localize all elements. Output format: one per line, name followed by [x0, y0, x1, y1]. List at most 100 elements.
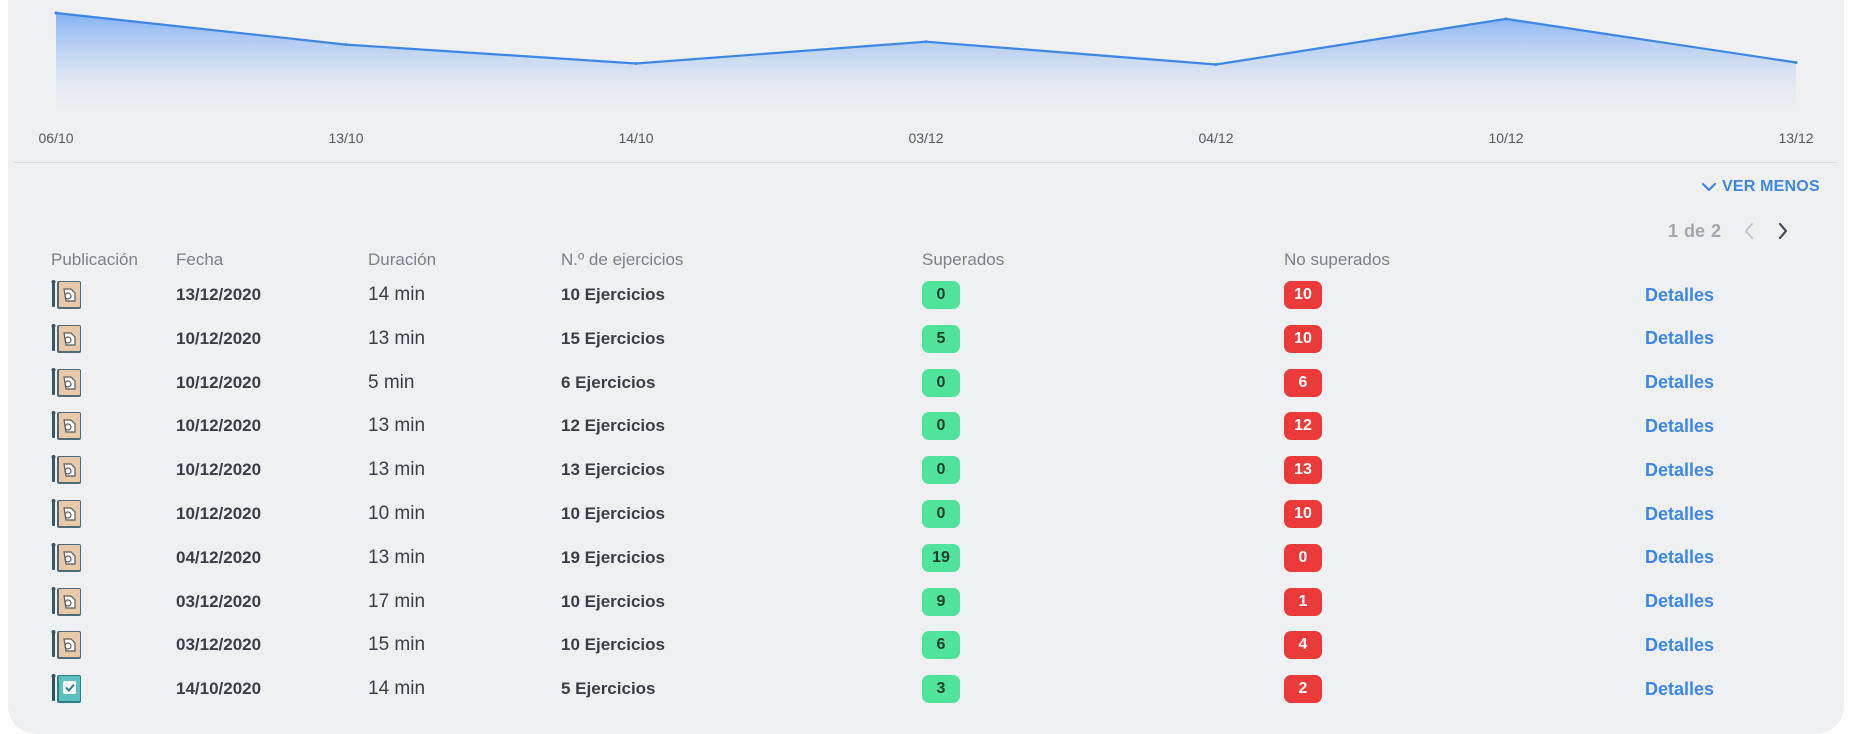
row-date: 10/12/2020	[176, 328, 262, 348]
failed-cell: 13	[1284, 448, 1322, 492]
chart-point[interactable]	[1214, 63, 1218, 66]
chart-point[interactable]	[344, 43, 348, 47]
details-link[interactable]: Detalles	[1645, 547, 1715, 568]
chart-point[interactable]	[924, 40, 928, 44]
failed-cell: 10	[1284, 273, 1322, 317]
chevron-left-icon	[1745, 223, 1754, 239]
x-tick-label: 03/12	[908, 130, 944, 146]
chart-point[interactable]	[54, 11, 58, 15]
failed-cell: 10	[1284, 492, 1322, 536]
header-no-superados: No superados	[1284, 250, 1390, 269]
x-tick-label: 04/12	[1198, 130, 1234, 146]
ver-menos-label: VER MENOS	[1722, 178, 1820, 195]
row-exercises: 5 Ejercicios	[561, 679, 656, 699]
row-exercises: 10 Ejercicios	[561, 591, 665, 611]
chevron-down-icon	[1702, 182, 1716, 192]
book-hand-icon	[51, 580, 83, 624]
failed-badge: 13	[1284, 456, 1322, 485]
row-date: 03/12/2020	[176, 591, 262, 611]
row-exercises: 10 Ejercicios	[561, 285, 665, 304]
failed-cell: 1	[1284, 580, 1322, 624]
book-hand-icon	[51, 536, 83, 580]
row-exercises: 19 Ejercicios	[561, 547, 665, 567]
failed-cell: 12	[1284, 404, 1322, 448]
table-row: 10/12/2020 10 min 10 Ejercicios 0 10 Detalles	[0, 492, 1863, 536]
x-tick-label: 13/12	[1778, 130, 1814, 146]
row-duration: 14 min	[368, 678, 426, 700]
header-duracion: Duración	[368, 250, 437, 269]
details-link[interactable]: Detalles	[1645, 415, 1715, 436]
activity-chart-plot	[54, 11, 1798, 112]
table-row: 04/12/2020 13 min 19 Ejercicios 19 0 Detalles	[0, 536, 1863, 580]
failed-cell: 10	[1284, 317, 1322, 361]
row-duration: 15 min	[368, 634, 426, 656]
row-date: 13/12/2020	[176, 285, 262, 304]
passed-cell: 5	[922, 317, 960, 361]
x-tick-label: 13/10	[328, 130, 364, 146]
details-link[interactable]: Detalles	[1645, 459, 1715, 480]
passed-cell: 6	[922, 623, 960, 667]
row-date: 10/12/2020	[176, 372, 262, 392]
row-date: 10/12/2020	[176, 504, 262, 523]
row-date: 14/10/2020	[176, 679, 262, 699]
failed-cell: 6	[1284, 361, 1322, 405]
table-row: 10/12/2020 13 min 12 Ejercicios 0 12 Detalles	[0, 404, 1863, 448]
passed-badge: 0	[922, 500, 960, 528]
table-row: 10/12/2020 5 min 6 Ejercicios 0 6 Detalles	[0, 361, 1863, 405]
chart-point[interactable]	[1794, 61, 1798, 64]
failed-badge: 10	[1284, 500, 1322, 528]
row-exercises: 13 Ejercicios	[561, 460, 665, 480]
details-link[interactable]: Detalles	[1645, 503, 1715, 524]
book-hand-icon	[51, 317, 83, 361]
chart-point[interactable]	[1504, 17, 1508, 21]
passed-cell: 0	[922, 492, 960, 536]
x-tick-label: 14/10	[618, 130, 654, 146]
failed-cell: 4	[1284, 623, 1322, 667]
passed-badge: 0	[922, 412, 960, 441]
details-link[interactable]: Detalles	[1645, 328, 1715, 349]
table-row: 13/12/2020 14 min 10 Ejercicios 0 10 Detalles	[0, 273, 1863, 317]
header-superados: Superados	[922, 250, 1005, 269]
row-date: 10/12/2020	[176, 416, 262, 436]
failed-badge: 0	[1284, 543, 1322, 572]
details-link[interactable]: Detalles	[1645, 678, 1715, 699]
passed-badge: 19	[922, 543, 960, 572]
table-row: 03/12/2020 15 min 10 Ejercicios 6 4 Detalles	[0, 623, 1863, 667]
passed-badge: 0	[922, 368, 960, 397]
book-check-icon	[51, 667, 83, 711]
row-exercises: 12 Ejercicios	[561, 416, 665, 436]
prev-page-button[interactable]	[1739, 218, 1759, 244]
table-row: 10/12/2020 13 min 13 Ejercicios 0 13 Detalles	[0, 448, 1863, 492]
failed-badge: 6	[1284, 368, 1322, 397]
row-duration: 10 min	[368, 503, 426, 524]
book-hand-icon	[51, 361, 83, 405]
chevron-right-icon	[1778, 222, 1788, 240]
table-row: 10/12/2020 13 min 15 Ejercicios 5 10 Detalles	[0, 317, 1863, 361]
row-exercises: 10 Ejercicios	[561, 635, 665, 655]
chart-point[interactable]	[634, 62, 638, 65]
chart-area	[56, 13, 1796, 112]
details-link[interactable]: Detalles	[1645, 284, 1715, 305]
passed-badge: 0	[922, 456, 960, 485]
activity-chart: 06/10 13/10 14/10 03/12 04/12 10/12 13/12	[0, 0, 1863, 150]
row-date: 04/12/2020	[176, 547, 262, 567]
details-link[interactable]: Detalles	[1645, 591, 1715, 612]
next-page-button[interactable]	[1773, 218, 1793, 244]
passed-badge: 6	[922, 631, 960, 660]
row-duration: 13 min	[368, 415, 426, 437]
passed-cell: 0	[922, 448, 960, 492]
page-total: 2	[1711, 220, 1722, 241]
failed-badge: 4	[1284, 631, 1322, 660]
pagination: 1 de 2	[1668, 218, 1793, 244]
x-tick-label: 06/10	[38, 130, 74, 146]
details-link[interactable]: Detalles	[1645, 634, 1715, 655]
page-current: 1	[1668, 220, 1679, 241]
details-link[interactable]: Detalles	[1645, 372, 1715, 393]
passed-cell: 19	[922, 536, 960, 580]
failed-badge: 10	[1284, 324, 1322, 353]
header-ejercicios: N.º de ejercicios	[561, 250, 684, 269]
passed-badge: 0	[922, 281, 960, 309]
header-fecha: Fecha	[176, 250, 224, 269]
row-duration: 14 min	[368, 284, 426, 305]
ver-menos-button[interactable]: VER MENOS	[1702, 178, 1820, 196]
